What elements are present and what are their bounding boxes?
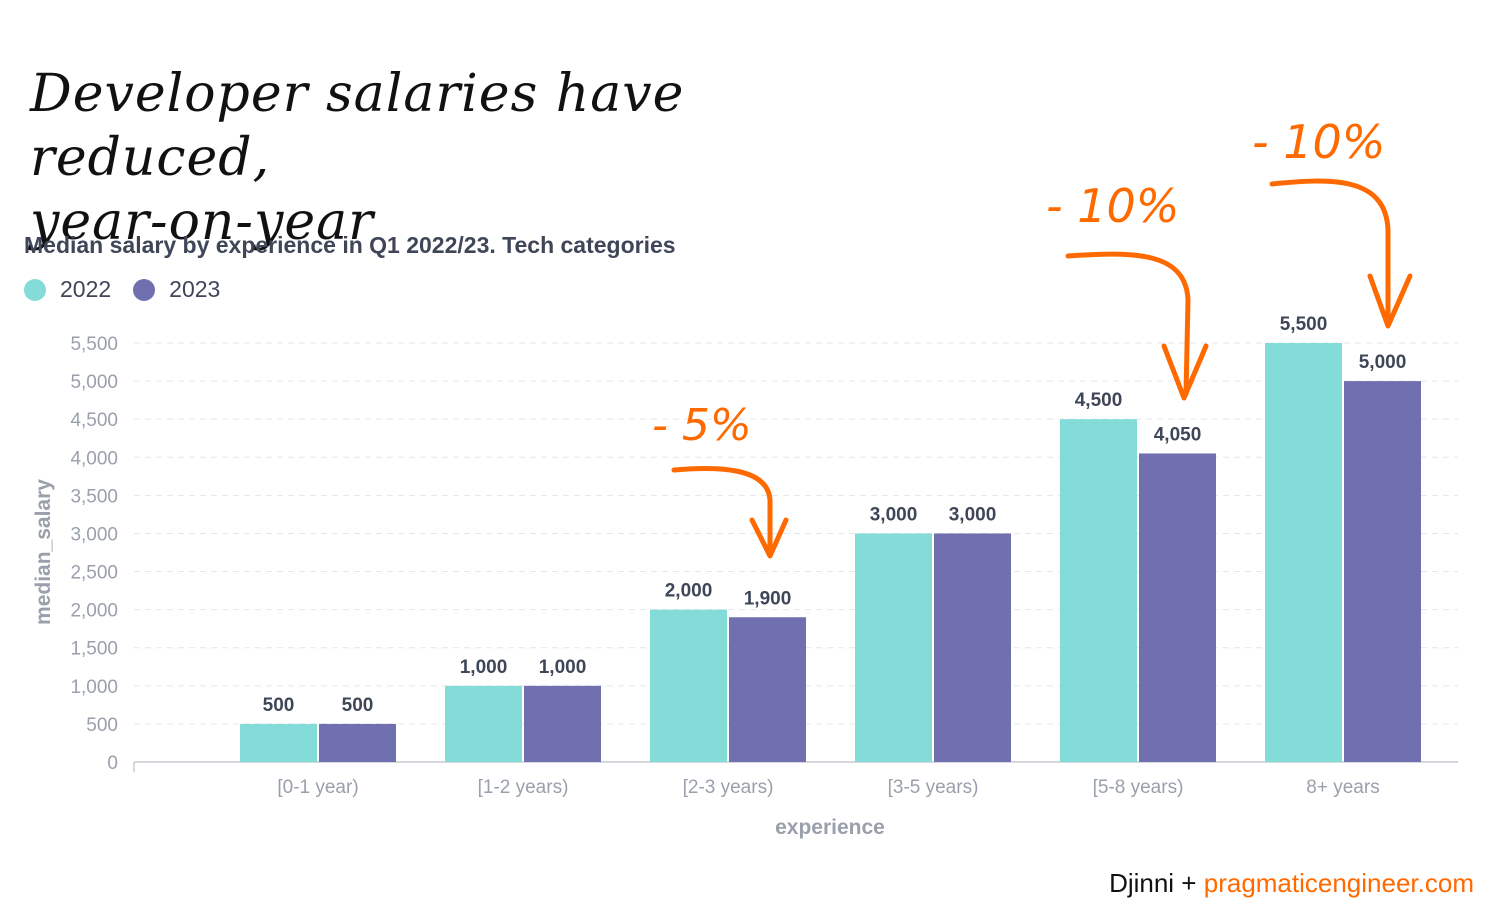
bar-2022 [1060,419,1137,762]
annotation-label: - 10% [1046,179,1179,233]
y-tick-label: 2,000 [70,601,118,622]
annotation-arrow [1065,251,1191,397]
annotation-arrowhead [1367,273,1413,329]
legend-swatch-2023 [133,278,156,301]
bar-2023 [1344,381,1421,762]
bar-2022 [650,609,727,762]
x-axis-title: experience [775,816,885,839]
annotation-arrow [1269,178,1391,327]
y-tick-label: 1,000 [70,677,118,698]
bar-2022 [1265,343,1342,762]
bar-2022 [240,723,317,762]
data-label-2022: 500 [263,695,295,716]
bar-2022 [855,533,932,762]
y-tick-label: 3,500 [70,486,118,507]
legend-swatch-2022 [24,278,46,301]
annotation-arrow [671,466,773,553]
footer-credit: Djinni + pragmaticengineer.com [1109,868,1474,899]
bar-2023 [319,723,396,762]
annotation-arrowhead [749,517,789,559]
data-label-2022: 2,000 [665,581,713,602]
data-label-2022: 4,500 [1075,390,1123,411]
x-tick-label: [3-5 years) [888,777,979,798]
x-tick-label: [0-1 year) [277,777,358,798]
legend-label-2022: 2022 [60,276,112,302]
data-label-2023: 4,050 [1154,424,1202,445]
y-tick-label: 5,500 [70,334,118,355]
data-label-2023: 500 [342,695,374,716]
bar-2022 [445,685,522,762]
chart-legend: 2022 2023 [24,276,242,303]
data-label-2023: 5,000 [1359,352,1407,373]
y-tick-label: 5,000 [70,372,118,393]
y-axis-title: median_salary [32,479,55,625]
bar-2023 [524,685,601,762]
data-label-2022: 5,500 [1280,314,1328,335]
legend-label-2023: 2023 [169,276,221,302]
y-tick-label: 1,500 [70,639,118,660]
data-label-2022: 1,000 [460,657,508,678]
data-label-2023: 1,900 [744,588,792,609]
footer-source: Djinni + [1109,868,1197,898]
legend-item-2023[interactable]: 2023 [133,276,220,303]
x-tick-label: 8+ years [1306,777,1379,798]
x-tick-label: [5-8 years) [1093,777,1184,798]
y-tick-label: 2,500 [70,563,118,584]
data-label-2022: 3,000 [870,504,918,525]
annotation-label: - 5% [652,400,752,451]
x-tick-label: [1-2 years) [478,777,569,798]
y-tick-label: 0 [107,753,118,774]
bar-2023 [1139,453,1216,762]
bar-2023 [729,617,806,762]
y-tick-label: 4,500 [70,410,118,431]
data-label-2023: 3,000 [949,504,997,525]
data-label-2023: 1,000 [539,657,587,678]
annotation-label: - 10% [1252,115,1385,169]
legend-item-2022[interactable]: 2022 [24,276,111,303]
headline-line-2: year-on-year [30,192,374,252]
x-tick-label: [2-3 years) [683,777,774,798]
chart-title: Median salary by experience in Q1 2022/2… [24,232,676,258]
y-tick-label: 3,000 [70,524,118,545]
headline: Developer salaries have reduced, year-on… [30,62,930,254]
y-tick-label: 4,000 [70,448,118,469]
bar-2023 [934,533,1011,762]
headline-line-1: Developer salaries have reduced, [30,64,685,188]
footer-link[interactable]: pragmaticengineer.com [1203,868,1474,898]
annotation-arrowhead [1161,343,1209,401]
y-tick-label: 500 [86,715,118,736]
